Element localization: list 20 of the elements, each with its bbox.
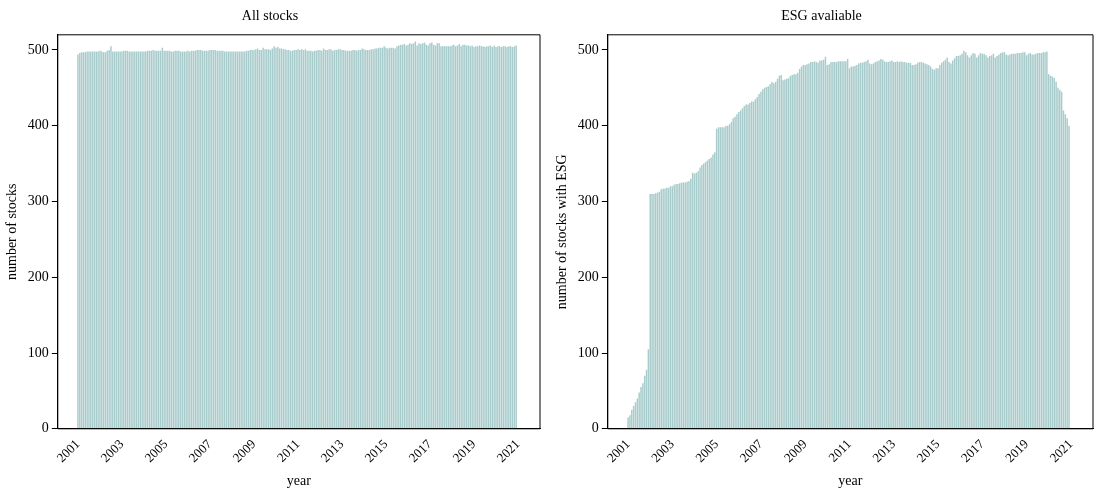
y-tick-label: 500: [27, 41, 49, 57]
y-tick-label: 0: [591, 420, 599, 436]
y-tick-label: 400: [27, 117, 49, 133]
y-axis-title: number of stocks with ESG: [554, 154, 570, 310]
y-tick-label: 400: [577, 117, 599, 133]
chart-title: All stocks: [241, 8, 299, 24]
y-axis-title: number of stocks: [4, 183, 20, 281]
x-axis-title: year: [286, 473, 312, 489]
y-tick-label: 300: [27, 193, 49, 209]
y-tick-label: 0: [41, 420, 49, 436]
x-tick-label: 2011: [273, 436, 303, 465]
chart-title: ESG avaliable: [781, 8, 862, 24]
x-tick-label: 2011: [825, 436, 855, 465]
y-tick-label: 200: [27, 268, 49, 284]
y-tick-label: 200: [577, 268, 599, 284]
y-tick-label: 500: [577, 41, 599, 57]
x-axis-title: year: [838, 473, 863, 489]
y-tick-label: 100: [27, 344, 49, 360]
y-tick-label: 300: [577, 193, 599, 209]
y-tick-label: 100: [577, 344, 599, 360]
